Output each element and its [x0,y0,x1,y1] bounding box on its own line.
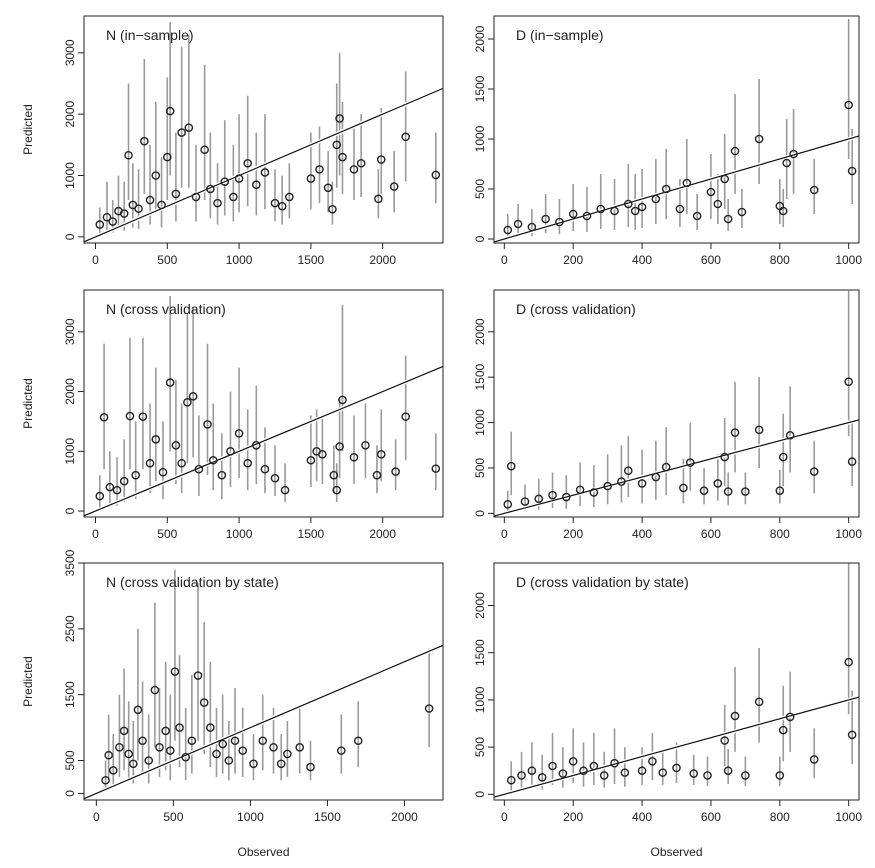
p5-y-tick-label-2: 1000 [473,686,487,713]
p4-y-tick-label-3: 2500 [63,615,77,642]
p5-y-tick-label-1: 500 [473,737,487,757]
p4-x-tick-label-2: 1000 [237,810,264,824]
p0-x-tick-label-1: 500 [157,253,177,267]
p4-y-tick-label-2: 1500 [63,681,77,708]
p2-x-tick-label-4: 2000 [369,527,396,541]
p5-x-tick-label-0: 0 [501,810,508,824]
p1-y-tick-label-0: 0 [473,235,487,242]
p0-y-axis-label: Predicted [21,104,35,155]
p2-y-tick-label-2: 2000 [63,378,77,405]
p2-y-tick-label-1: 1000 [63,438,77,465]
panel-d-cross-validation: 0 200 400 600 800 1000 0 500 1000 1500 2000 D (cros… [473,290,862,541]
p0-y-tick-label-2: 2000 [63,100,77,127]
p3-x-tick-label-3: 600 [701,527,721,541]
p3-y-tick-label-2: 1000 [473,409,487,436]
p5-x-tick-label-2: 400 [632,810,652,824]
p1-plot-area [494,19,859,242]
p4-y-tick-label-0: 0 [63,790,77,797]
p5-x-tick-label-3: 600 [701,810,721,824]
p0-reference-line [84,88,443,241]
p2-plot-area [84,296,443,516]
p0-x-tick-label-0: 0 [92,253,99,267]
panel-n-cross-validation-by-state-title: N (cross validation by state) [106,574,279,590]
p5-x-tick-label-5: 1000 [835,810,862,824]
p5-y-tick-label-3: 1500 [473,639,487,666]
panel-d-cross-validation-by-state-title: D (cross validation by state) [516,574,689,590]
p1-x-tick-label-1: 200 [563,253,583,267]
p2-y-tick-label-0: 0 [63,507,77,514]
p2-x-tick-label-3: 1500 [298,527,325,541]
panel-d-in-sample-title: D (in−sample) [516,27,604,43]
p1-y-tick-label-1: 500 [473,179,487,199]
p3-x-tick-label-0: 0 [501,527,508,541]
p3-x-tick-label-2: 400 [632,527,652,541]
p4-y-tick-label-4: 3500 [63,549,77,576]
p1-x-tick-label-5: 1000 [835,253,862,267]
p3-frame [494,290,859,517]
p5-x-axis-label: Observed [650,845,702,859]
p5-x-tick-label-4: 800 [770,810,790,824]
p3-y-tick-label-1: 500 [473,458,487,478]
p4-x-tick-label-4: 2000 [391,810,418,824]
p2-x-tick-label-2: 1000 [226,527,253,541]
p2-frame [84,290,443,517]
p2-reference-line [84,366,443,515]
panel-d-cross-validation-title: D (cross validation) [516,301,636,317]
p3-y-tick-label-0: 0 [473,510,487,517]
p5-y-tick-label-4: 2000 [473,592,487,619]
p3-x-tick-label-4: 800 [770,527,790,541]
panel-n-in-sample-title: N (in−sample) [106,27,194,43]
panel-d-cross-validation-by-state: 0 200 400 600 800 1000 0 500 1000 1500 2000 D (cros… [473,554,862,859]
p1-x-tick-label-0: 0 [501,253,508,267]
panel-n-in-sample: 0 500 1000 1500 2000 0 1000 2000 3000 N (in−sampl… [21,16,443,267]
p3-reference-line [494,420,859,516]
p1-y-tick-label-3: 1500 [473,75,487,102]
p5-plot-area [494,554,859,798]
p3-x-tick-label-1: 200 [563,527,583,541]
p1-x-tick-label-4: 800 [770,253,790,267]
p0-x-tick-label-4: 2000 [369,253,396,267]
panel-n-cross-validation: 0 500 1000 1500 2000 0 1000 2000 3000 N (cross va… [21,290,443,541]
p1-y-tick-label-2: 1000 [473,125,487,152]
p0-x-tick-label-2: 1000 [226,253,253,267]
p4-x-tick-label-0: 0 [93,810,100,824]
panel-d-in-sample: 0 200 400 600 800 1000 0 500 1000 1500 2000 D (in−s… [473,16,862,267]
p1-x-tick-label-2: 400 [632,253,652,267]
p2-x-tick-label-0: 0 [92,527,99,541]
p0-x-tick-label-3: 1500 [298,253,325,267]
p4-plot-area [84,570,443,799]
p5-x-tick-label-1: 200 [563,810,583,824]
p0-plot-area [84,22,443,242]
p2-y-axis-label: Predicted [21,378,35,429]
panel-n-cross-validation-title: N (cross validation) [106,301,226,317]
p0-y-tick-label-1: 1000 [63,162,77,189]
p3-y-tick-label-3: 1500 [473,363,487,390]
p2-y-tick-label-3: 3000 [63,318,77,345]
p1-y-tick-label-4: 2000 [473,25,487,52]
p4-y-axis-label: Predicted [21,656,35,707]
p4-x-tick-label-1: 500 [163,810,183,824]
p3-x-tick-label-5: 1000 [835,527,862,541]
p4-y-tick-label-1: 500 [63,750,77,770]
p4-x-axis-label: Observed [237,845,289,859]
p4-x-tick-label-3: 1500 [314,810,341,824]
p1-x-tick-label-3: 600 [701,253,721,267]
p0-y-tick-label-3: 3000 [63,39,77,66]
p2-x-tick-label-1: 500 [157,527,177,541]
p3-plot-area [494,291,859,516]
p5-y-tick-label-0: 0 [473,791,487,798]
p0-y-tick-label-0: 0 [63,233,77,240]
p1-reference-line [494,136,859,242]
p3-y-tick-label-4: 2000 [473,318,487,345]
panel-n-cross-validation-by-state: 0 500 1000 1500 2000 0 500 1500 2500 3500 N (cross… [21,549,443,859]
